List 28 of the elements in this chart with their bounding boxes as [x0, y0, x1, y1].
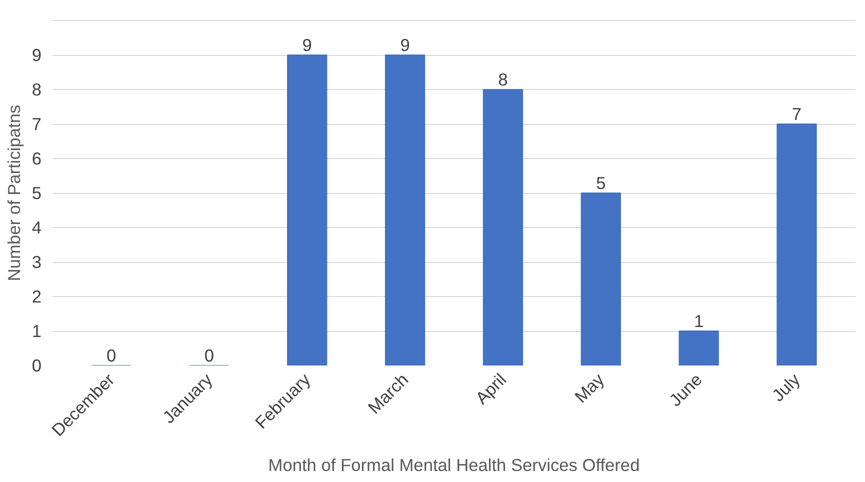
y-axis-title: Number of Participatns — [4, 104, 24, 282]
y-tick-label: 4 — [32, 218, 42, 238]
y-tick-label: 5 — [32, 183, 42, 203]
data-label: 0 — [106, 346, 116, 366]
data-label: 7 — [792, 104, 802, 124]
y-tick-label: 1 — [32, 321, 42, 341]
y-tick-label: 2 — [32, 286, 42, 306]
bar — [776, 124, 817, 366]
data-label: 0 — [204, 346, 214, 366]
data-label: 5 — [596, 173, 606, 193]
data-label: 9 — [302, 35, 312, 55]
data-label: 9 — [400, 35, 410, 55]
data-label: 1 — [694, 311, 704, 331]
bar — [678, 330, 719, 366]
y-tick-label: 8 — [32, 80, 42, 100]
bar — [287, 54, 328, 366]
data-label: 8 — [498, 70, 508, 90]
bar — [384, 54, 426, 366]
y-tick-label: 3 — [32, 252, 42, 272]
y-tick-label: 0 — [32, 356, 42, 376]
bar — [482, 89, 524, 366]
y-tick-label: 9 — [32, 45, 42, 65]
y-tick-label: 6 — [32, 148, 42, 168]
x-axis-title: Month of Formal Mental Health Services Offered — [268, 455, 640, 476]
y-tick-label: 7 — [32, 114, 42, 134]
x-tick-label: May — [570, 369, 608, 407]
x-tick-label: July — [768, 369, 804, 406]
bar — [580, 192, 621, 366]
